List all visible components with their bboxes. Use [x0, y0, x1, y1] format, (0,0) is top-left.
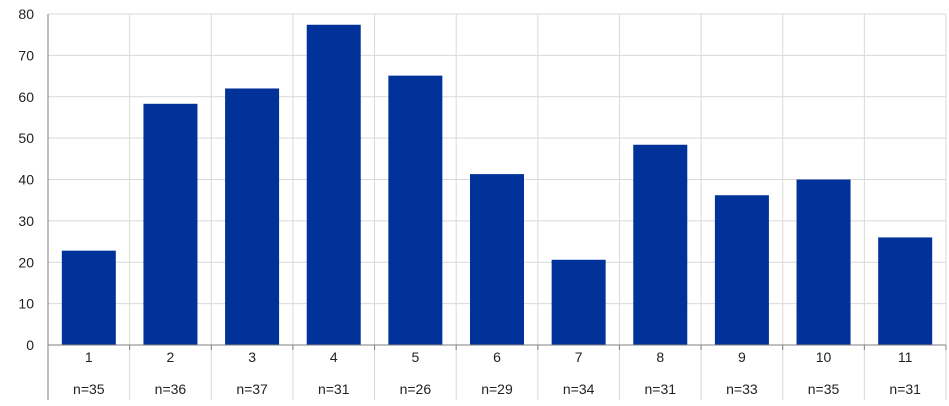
y-tick-label: 10	[18, 296, 34, 312]
x-tick-label: 1	[85, 349, 93, 365]
x-axis-tick-labels: 1 2 3 4 5 6 7 8 9 10 11	[85, 349, 913, 365]
y-tick-label: 70	[18, 47, 34, 63]
sample-size-label: n=34	[563, 381, 595, 397]
sample-size-label: n=37	[236, 381, 268, 397]
bar-4	[306, 24, 361, 345]
x-tick-label: 3	[248, 349, 256, 365]
y-tick-label: 30	[18, 213, 34, 229]
bar-9	[714, 195, 769, 345]
x-tick-label: 9	[738, 349, 746, 365]
bar-6	[470, 174, 524, 345]
sample-size-label: n=35	[73, 381, 105, 397]
bar-11	[878, 237, 933, 345]
sample-size-label: n=29	[481, 381, 513, 397]
sample-size-label: n=31	[644, 381, 676, 397]
x-tick-label: 8	[656, 349, 664, 365]
bar-8	[633, 144, 688, 345]
y-tick-label: 60	[18, 89, 34, 105]
x-tick-label: 5	[411, 349, 419, 365]
x-tick-label: 6	[493, 349, 501, 365]
bar-3	[225, 88, 280, 345]
sample-size-label: n=35	[808, 381, 840, 397]
x-tick-label: 7	[575, 349, 583, 365]
axes	[47, 14, 947, 400]
y-tick-label: 0	[26, 337, 34, 353]
bar-1	[61, 250, 116, 345]
y-tick-label: 50	[18, 130, 34, 146]
gridlines	[48, 13, 947, 400]
sample-size-label: n=31	[889, 381, 921, 397]
y-tick-label: 20	[18, 254, 34, 270]
y-tick-label: 80	[18, 6, 34, 22]
x-tick-label: 11	[898, 349, 913, 365]
bar-2	[143, 103, 198, 345]
y-tick-label: 40	[18, 172, 34, 188]
bar-10	[796, 179, 851, 345]
y-axis-tick-labels: 0 10 20 30 40 50 60 70 80	[18, 6, 34, 353]
bar-7	[551, 259, 606, 345]
sample-size-label: n=26	[400, 381, 432, 397]
sample-size-label: n=33	[726, 381, 758, 397]
x-tick-label: 10	[816, 349, 832, 365]
x-tick-label: 2	[167, 349, 175, 365]
bar-5	[388, 75, 443, 346]
sample-size-label: n=31	[318, 381, 350, 397]
x-tick-label: 4	[330, 349, 338, 365]
bars	[61, 24, 933, 346]
sample-size-label: n=36	[155, 381, 187, 397]
sample-size-labels: n=35 n=36 n=37 n=31 n=26 n=29 n=34 n=31 n=33 n=35…	[73, 381, 921, 397]
